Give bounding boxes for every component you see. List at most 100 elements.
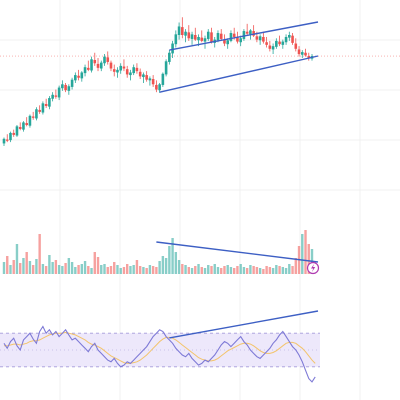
- volume-bar-54: [177, 260, 181, 274]
- candle-body-50: [164, 61, 168, 75]
- volume-bar-10: [35, 259, 38, 274]
- candle-body-64: [210, 32, 213, 43]
- volume-bar-8: [28, 261, 32, 274]
- candle-body-15: [51, 94, 54, 99]
- candle-body-66: [216, 33, 220, 41]
- candle-body-83: [271, 46, 275, 50]
- volume-bar-82: [268, 267, 272, 274]
- candle-body-33: [109, 62, 113, 69]
- candle-body-17: [57, 87, 61, 98]
- candle-body-47: [155, 84, 158, 90]
- candle-body-45: [148, 78, 152, 81]
- volume-bar-25: [83, 261, 87, 274]
- candle-body-0: [2, 138, 6, 144]
- volume-bar-64: [210, 266, 213, 274]
- volume-bar-1: [6, 256, 9, 274]
- candle-body-44: [145, 75, 148, 80]
- candle-body-43: [142, 74, 145, 78]
- candle-body-38: [125, 69, 129, 75]
- volume-bar-78: [255, 267, 259, 274]
- volume-bar-67: [220, 268, 223, 274]
- volume-bar-50: [164, 258, 168, 274]
- volume-bar-69: [226, 265, 229, 274]
- candle-body-79: [258, 36, 262, 41]
- candle-body-9: [31, 116, 35, 118]
- candle-body-57: [187, 32, 191, 39]
- candle-body-36: [119, 65, 123, 71]
- volume-bar-53: [174, 252, 178, 274]
- candle-body-40: [132, 67, 135, 74]
- volume-bar-13: [44, 266, 48, 274]
- candle-body-60: [197, 36, 200, 41]
- volume-bar-46: [151, 266, 155, 274]
- volume-bar-57: [187, 267, 190, 274]
- volume-bar-23: [77, 265, 80, 274]
- volume-bar-27: [90, 268, 93, 274]
- candle-body-74: [242, 31, 246, 39]
- candle-body-88: [288, 35, 291, 38]
- volume-bar-94: [307, 244, 310, 274]
- candle-body-3: [12, 132, 16, 135]
- candle-body-85: [278, 41, 281, 45]
- candle-body-80: [262, 36, 265, 42]
- trendline-oscillator: [169, 310, 319, 339]
- oscillator-signal-line: [4, 331, 316, 364]
- volume-bar-36: [119, 268, 122, 274]
- volume-bar-14: [48, 255, 51, 274]
- candle-body-27: [90, 59, 93, 71]
- candle-body-67: [219, 33, 223, 39]
- candle-body-49: [161, 73, 165, 85]
- trendline-volume: [156, 241, 319, 263]
- candle-body-76: [249, 30, 252, 35]
- candle-body-78: [255, 36, 259, 40]
- candle-body-6: [22, 122, 25, 130]
- volume-bar-24: [80, 264, 84, 274]
- candle-body-59: [193, 35, 197, 40]
- candle-body-62: [203, 38, 207, 42]
- volume-bar-73: [239, 264, 242, 274]
- candle-body-87: [284, 36, 288, 43]
- volume-bar-38: [126, 264, 129, 274]
- volume-bar-22: [74, 267, 77, 274]
- volume-bar-68: [223, 266, 226, 274]
- candle-body-12: [41, 103, 45, 113]
- candle-body-58: [190, 34, 194, 39]
- alert-badge[interactable]: [306, 261, 320, 275]
- volume-bar-65: [213, 264, 216, 274]
- volume-bar-60: [197, 264, 200, 274]
- volume-bar-84: [275, 265, 278, 274]
- oscillator-main-line: [3, 325, 316, 383]
- volume-bar-21: [70, 262, 74, 274]
- candle-body-82: [268, 45, 272, 49]
- volume-bar-70: [229, 267, 233, 274]
- candle-body-14: [48, 98, 51, 107]
- volume-bar-48: [158, 261, 161, 274]
- volume-bar-51: [168, 246, 171, 274]
- candle-body-55: [181, 27, 184, 35]
- candle-body-92: [300, 52, 304, 55]
- candle-body-69: [226, 40, 230, 45]
- candle-body-75: [245, 31, 249, 34]
- volume-bar-92: [301, 234, 304, 274]
- candle-body-70: [229, 33, 233, 41]
- volume-bar-33: [109, 266, 113, 274]
- volume-bar-61: [200, 267, 203, 274]
- volume-bar-12: [41, 264, 45, 274]
- volume-bar-26: [87, 266, 90, 274]
- candle-body-31: [103, 56, 106, 64]
- candle-body-41: [135, 67, 139, 72]
- trendline-upper: [169, 21, 319, 51]
- volume-bar-30: [100, 265, 103, 274]
- candle-body-54: [177, 26, 181, 35]
- volume-bar-76: [249, 265, 252, 274]
- candle-body-94: [307, 56, 311, 58]
- candle-body-42: [138, 71, 142, 77]
- oscillator-pane: [0, 325, 320, 383]
- volume-bar-17: [57, 265, 61, 274]
- volume-bar-49: [161, 256, 165, 274]
- volume-bar-0: [2, 262, 6, 274]
- candle-body-24: [80, 72, 84, 79]
- candle-body-39: [129, 72, 132, 76]
- candle-body-90: [294, 43, 298, 49]
